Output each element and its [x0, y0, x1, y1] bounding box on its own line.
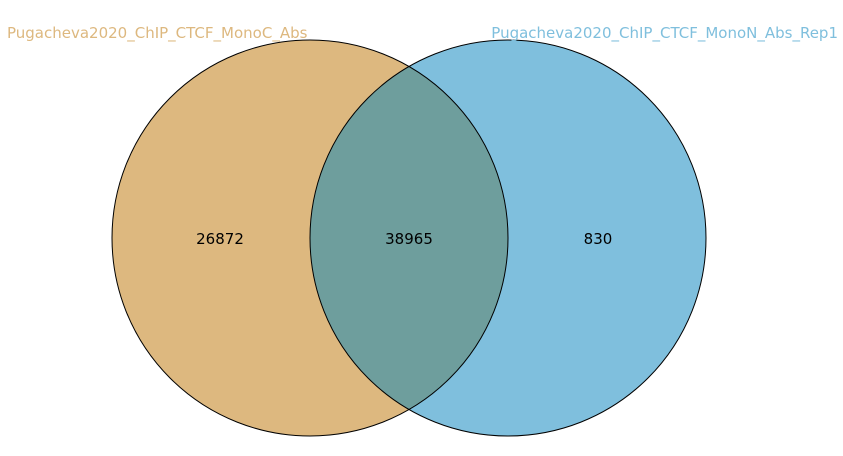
set-label-left: Pugacheva2020_ChIP_CTCF_MonoC_Abs	[7, 24, 308, 43]
set-label-right: Pugacheva2020_ChIP_CTCF_MonoN_Abs_Rep1	[491, 24, 838, 43]
count-right-only: 830	[584, 230, 613, 248]
count-overlap: 38965	[385, 230, 433, 248]
set-outline-left	[111, 39, 509, 437]
set-outline-right	[309, 39, 707, 437]
count-left-only: 26872	[196, 230, 244, 248]
overlap-region	[310, 40, 508, 436]
